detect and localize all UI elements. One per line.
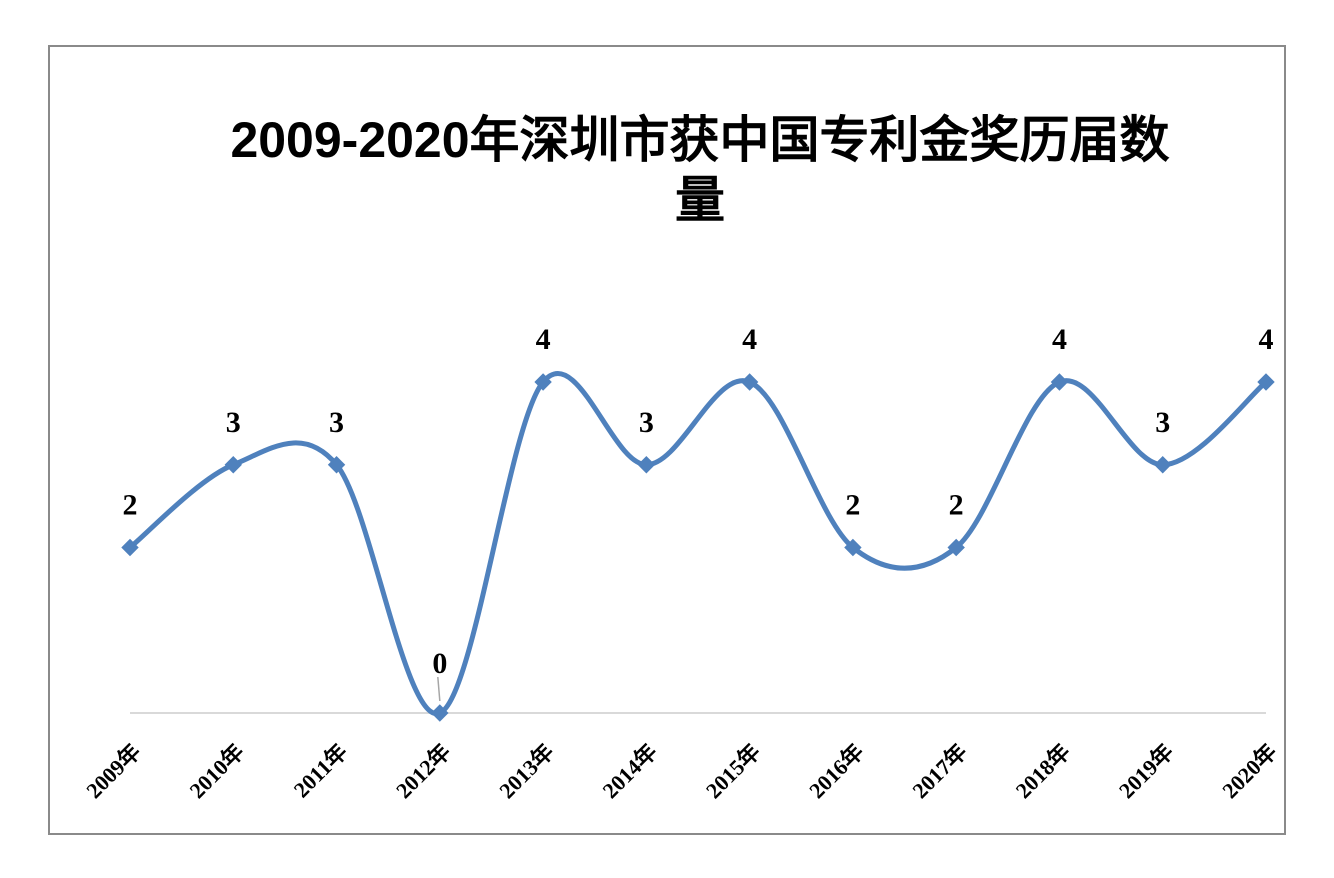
x-tick-label: 2016年 xyxy=(804,739,868,803)
x-tick-label: 2009年 xyxy=(81,739,145,803)
x-tick-label: 2017年 xyxy=(907,739,971,803)
x-tick-label: 2012年 xyxy=(391,739,455,803)
data-point xyxy=(844,538,862,557)
x-tick-label: 2018年 xyxy=(1011,739,1075,803)
x-tick-label: 2015年 xyxy=(701,739,765,803)
data-label: 3 xyxy=(639,406,654,439)
data-label: 3 xyxy=(329,406,344,439)
data-label: 2 xyxy=(123,489,138,522)
data-label: 2 xyxy=(949,489,964,522)
data-label-leader xyxy=(437,676,441,702)
chart-title: 2009-2020年深圳市获中国专利金奖历届数量 xyxy=(230,112,1170,228)
data-label: 0 xyxy=(432,647,447,680)
data-label: 4 xyxy=(536,323,551,356)
data-point xyxy=(534,373,552,391)
data-point xyxy=(637,456,656,474)
data-label: 3 xyxy=(1155,406,1170,439)
data-point xyxy=(121,538,139,557)
data-point xyxy=(327,456,346,474)
data-label: 2 xyxy=(845,489,860,522)
x-tick-label: 2011年 xyxy=(289,739,352,802)
x-tick-label: 2013年 xyxy=(494,739,558,803)
data-point xyxy=(1257,373,1275,391)
chart-frame xyxy=(48,45,1286,835)
data-label: 4 xyxy=(742,323,757,356)
data-point xyxy=(947,538,965,557)
data-point xyxy=(224,456,242,474)
data-point xyxy=(740,373,759,391)
data-point xyxy=(1154,456,1172,474)
x-tick-label: 2020年 xyxy=(1217,739,1281,803)
data-label: 4 xyxy=(1259,323,1274,356)
data-label: 3 xyxy=(226,406,241,439)
x-tick-label: 2010年 xyxy=(184,739,248,803)
data-point xyxy=(1050,373,1069,391)
data-point xyxy=(431,704,449,722)
data-label: 4 xyxy=(1052,323,1067,356)
x-tick-label: 2014年 xyxy=(598,739,662,803)
series-line xyxy=(127,371,1269,716)
x-tick-label: 2019年 xyxy=(1114,739,1178,803)
